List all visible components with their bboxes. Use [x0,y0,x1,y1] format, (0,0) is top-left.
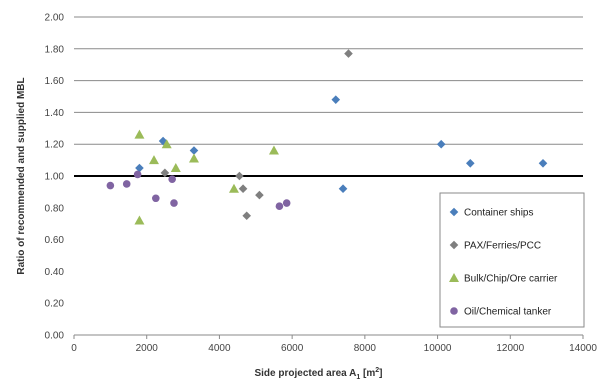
x-axis-title: Side projected area A1 [m2] [254,367,382,381]
data-point [235,171,244,181]
gridlines [74,16,583,145]
data-point [228,183,239,193]
y-tick-label: 0.60 [45,235,65,246]
data-point [338,184,348,194]
data-point [268,145,279,155]
x-axis-title-main: Side projected area A [254,368,356,379]
y-axis-ticks: 0.00 0.20 0.40 0.60 0.80 1.00 1.20 1.40 1.60 1.80… [45,13,65,342]
data-point [538,158,548,168]
legend-label: Bulk/Chip/Ore carrier [464,274,558,285]
data-point [255,190,264,200]
data-point [133,170,142,179]
y-tick-label: 0.80 [45,203,65,214]
x-axis-title-sup: 2 [375,367,379,374]
x-tick-label: 8000 [354,343,377,354]
data-point [436,139,446,149]
data-point [160,168,170,178]
legend-marker [449,273,459,282]
data-point [152,194,160,203]
y-tick-label: 1.60 [45,76,65,87]
legend-marker [449,207,459,217]
data-point [465,158,475,168]
legend-label: PAX/Ferries/PCC [464,241,541,252]
legend-label: Oil/Chemical tanker [464,307,552,318]
x-tick-label: 0 [71,343,77,354]
legend-item: Container ships [449,207,533,219]
x-axis-title-sub: 1 [356,374,360,381]
legend-item: PAX/Ferries/PCC [449,240,541,252]
data-point [168,175,176,183]
x-axis-title-close: ] [379,368,382,379]
legend-item: Oil/Chemical tanker [450,307,552,318]
data-point [282,199,291,207]
data-point [135,163,144,173]
x-tick-label: 12000 [496,343,524,354]
y-axis-title: Ratio of recommended and supplied MBL [16,77,27,274]
data-point [170,199,178,207]
x-axis-ticks: 0 2000 4000 6000 8000 10000 12000 14000 [71,335,597,354]
data-point [134,215,145,225]
data-point [161,139,172,149]
y-tick-label: 1.00 [45,172,65,183]
data-point [188,153,199,163]
y-tick-label: 0.40 [45,267,65,278]
legend-marker [449,240,459,250]
legend-label: Container ships [464,208,533,219]
x-tick-label: 10000 [424,343,452,354]
data-point [275,202,284,211]
y-tick-label: 2.00 [45,13,65,24]
data-point [134,129,145,139]
legend: Container ships PAX/Ferries/PCC Bulk/Chip/… [439,192,585,328]
data-point [158,136,168,146]
x-tick-label: 4000 [208,343,231,354]
x-tick-label: 6000 [281,343,304,354]
x-axis-title-unit: [m [360,368,375,379]
legend-marker [450,307,458,315]
y-tick-label: 1.20 [45,140,65,151]
data-point [122,180,131,188]
y-tick-label: 1.80 [45,44,65,55]
y-tick-label: 1.40 [45,108,65,119]
data-point [189,146,199,155]
data-point [242,211,251,221]
data-point [238,184,248,194]
data-point [106,181,115,190]
data-points [106,49,548,225]
data-point [148,155,159,165]
data-point [331,95,341,104]
y-tick-label: 0.00 [45,331,65,342]
x-tick-label: 2000 [136,343,159,354]
data-point [344,49,353,58]
legend-item: Bulk/Chip/Ore carrier [449,273,558,285]
x-tick-label: 14000 [569,343,597,354]
legend-box [439,192,585,328]
data-point [170,163,181,173]
y-tick-label: 0.20 [45,299,65,310]
